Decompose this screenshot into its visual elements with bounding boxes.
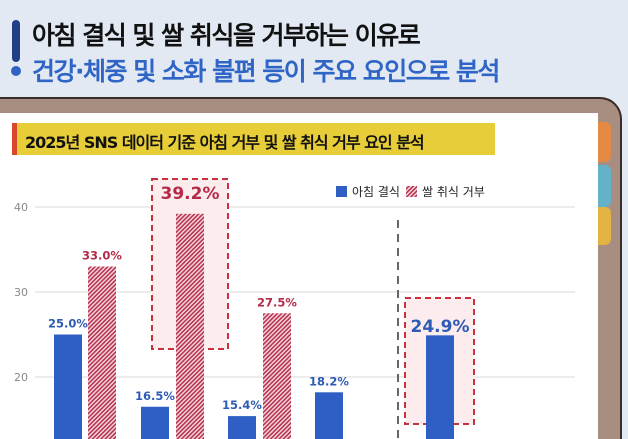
data-label: 24.9%: [411, 317, 470, 337]
legend-label-breakfast: 아침 결식: [352, 185, 400, 199]
bar-rice-refusal: [88, 266, 116, 439]
headline-exclamation-bar: [12, 20, 20, 62]
headline-exclamation-dot: [11, 66, 21, 76]
tab-yellow: [597, 207, 611, 245]
bar-breakfast-skip: [426, 335, 454, 439]
tab-orange: [597, 122, 611, 162]
legend-swatch-blue: [336, 186, 347, 197]
bar-breakfast-skip: [228, 416, 256, 439]
bar-rice-refusal: [176, 213, 204, 439]
data-label: 33.0%: [82, 249, 122, 263]
data-label: 15.4%: [222, 398, 262, 412]
legend-swatch-hatched: [406, 186, 417, 197]
chart-title: 2025년 SNS 데이터 기준 아침 거부 및 쌀 취식 거부 요인 분석: [12, 123, 495, 155]
bar-rice-refusal: [263, 313, 291, 439]
y-tick-label: 30: [14, 286, 28, 299]
headline-line2: 건강·체중 및 소화 불편 등이 주요 요인으로 분석: [32, 57, 500, 86]
data-label: 18.2%: [309, 374, 349, 388]
data-label: 27.5%: [257, 295, 297, 309]
data-label: 39.2%: [161, 184, 220, 204]
data-label: 25.0%: [48, 317, 88, 331]
bar-breakfast-skip: [54, 334, 82, 439]
bar-breakfast-skip: [315, 392, 343, 439]
legend-label-rice: 쌀 취식 거부: [422, 185, 485, 199]
headline-line1: 아침 결식 및 쌀 취식을 거부하는 이유로: [32, 21, 421, 50]
y-tick-label: 20: [14, 371, 28, 384]
y-tick-label: 40: [14, 201, 28, 214]
tab-teal: [597, 165, 611, 207]
data-label: 16.5%: [135, 389, 175, 403]
bar-breakfast-skip: [141, 406, 169, 439]
